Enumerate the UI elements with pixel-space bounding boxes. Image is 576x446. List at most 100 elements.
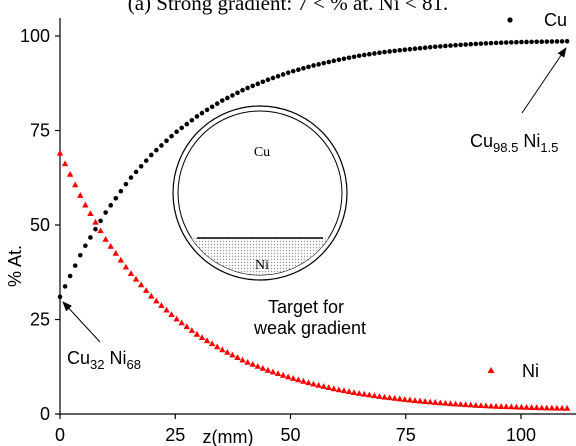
cu-point — [483, 41, 489, 46]
ni-point — [178, 319, 185, 326]
cu-point — [280, 72, 286, 77]
cu-point — [559, 39, 565, 44]
ni-point — [173, 315, 180, 322]
cu-point — [326, 59, 332, 65]
cu-point — [204, 107, 210, 113]
cu-point — [301, 66, 306, 71]
ni-point — [447, 400, 454, 407]
cu-point — [316, 62, 321, 67]
arrow-right — [521, 47, 567, 114]
cu-point — [519, 39, 524, 45]
ni-point — [229, 351, 236, 358]
ni-point — [249, 360, 256, 367]
cu-point — [382, 49, 387, 55]
ni-point — [290, 375, 297, 381]
y-tick-label: 75 — [30, 121, 50, 141]
ni-point — [350, 389, 358, 395]
cu-point — [438, 44, 443, 49]
cu-point — [498, 40, 504, 45]
cu-point — [443, 43, 448, 49]
ni-point — [214, 343, 221, 350]
ni-point — [264, 366, 272, 373]
ni-point — [97, 227, 104, 234]
cu-point — [290, 68, 296, 74]
cu-point — [549, 39, 555, 44]
ni-point — [366, 391, 373, 398]
cu-point — [493, 40, 499, 46]
inset-ni-label: Ni — [255, 258, 269, 273]
cu-point — [509, 40, 514, 45]
cu-point — [392, 48, 397, 54]
ni-point — [361, 390, 368, 397]
ni-point — [462, 401, 469, 408]
legend-cu-label: Cu — [544, 10, 567, 30]
cu-point — [453, 42, 458, 48]
cu-point — [250, 83, 255, 89]
ni-point — [158, 302, 165, 308]
ni-point — [148, 292, 155, 299]
ni-point — [279, 371, 287, 378]
ni-point — [300, 377, 307, 384]
ni-point — [72, 181, 79, 188]
ni-point — [107, 242, 114, 249]
target-caption-line1: Target for — [268, 297, 344, 317]
ni-point — [457, 400, 464, 407]
ni-point — [61, 160, 69, 167]
ni-point — [315, 381, 322, 388]
cu-point — [387, 49, 392, 54]
ni-point — [66, 170, 74, 177]
ni-point — [254, 362, 261, 369]
ni-point — [528, 404, 535, 410]
cu-point — [108, 203, 114, 208]
cu-point — [463, 42, 468, 47]
cu-point — [194, 114, 200, 119]
cu-point — [199, 110, 205, 116]
ni-point — [310, 380, 317, 387]
cu-point — [128, 175, 134, 180]
ni-point — [548, 404, 556, 411]
y-tick-label: 0 — [40, 404, 50, 424]
x-tick-label: 100 — [506, 425, 536, 445]
cu-point — [488, 40, 494, 46]
x-ticks: 0 25 50 75 100 — [55, 414, 536, 445]
ni-point — [381, 393, 388, 400]
cu-point — [331, 58, 337, 64]
cu-point — [346, 55, 352, 61]
ni-point — [269, 368, 277, 375]
series-ni — [56, 149, 571, 411]
cu-point — [529, 39, 534, 45]
ni-point — [239, 356, 246, 363]
ni-point — [188, 327, 196, 333]
ni-point — [553, 404, 561, 411]
cu-point — [503, 40, 509, 45]
cu-point — [260, 79, 266, 85]
axes — [59, 18, 576, 415]
cu-point — [564, 38, 570, 44]
ni-point — [122, 263, 130, 270]
target-caption-line2: weak gradient — [253, 318, 366, 338]
cu-point — [83, 243, 88, 249]
ni-point — [117, 256, 125, 263]
ni-point — [472, 401, 480, 408]
cu-point — [118, 188, 124, 194]
cu-point — [67, 273, 73, 279]
ni-point — [523, 403, 530, 410]
cu-point — [179, 125, 185, 131]
cu-point — [336, 57, 342, 63]
ni-point — [330, 385, 338, 392]
cu-point — [209, 104, 215, 110]
ni-point — [102, 235, 109, 242]
x-axis-label: z(mm) — [203, 427, 254, 446]
cu-point — [98, 218, 103, 224]
ni-point — [295, 376, 302, 383]
cu-point — [159, 143, 164, 148]
ni-point — [274, 370, 282, 377]
ni-point — [482, 402, 490, 409]
ni-point — [386, 394, 393, 401]
ni-point — [244, 358, 251, 365]
legend-cu-marker — [507, 17, 513, 23]
cu-point — [514, 39, 519, 45]
ni-point — [259, 364, 267, 371]
cu-point — [255, 81, 261, 87]
